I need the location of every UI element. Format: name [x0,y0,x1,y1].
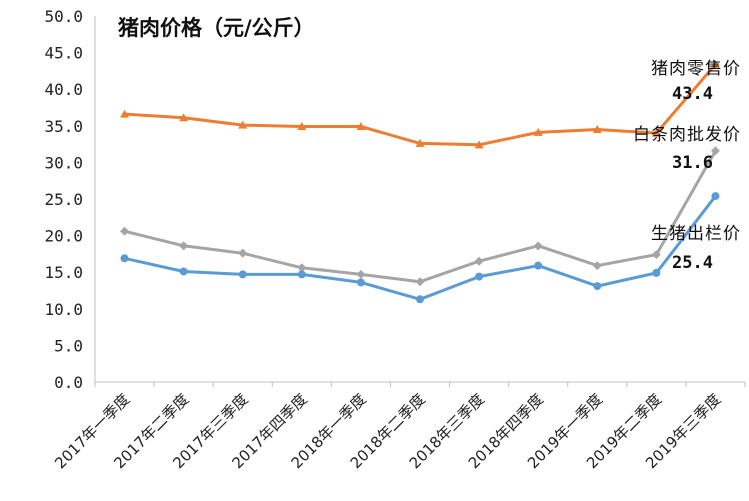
data-point [238,120,248,129]
end-value-wholesale: 31.6 [672,153,713,173]
data-point [534,261,543,270]
y-tick-label: 5.0 [54,336,83,355]
data-point [533,127,543,136]
data-point [415,277,425,287]
y-tick-label: 25.0 [44,190,83,209]
data-point [592,261,602,271]
data-point [120,254,129,263]
data-point [120,109,130,118]
data-point [179,241,189,251]
y-tick-label: 0.0 [54,373,83,392]
data-point [474,256,484,266]
y-tick-label: 10.0 [44,300,83,319]
data-point [533,241,543,251]
data-point [297,263,307,273]
data-point [120,226,130,236]
data-point [651,250,661,260]
y-tick-label: 35.0 [44,117,83,136]
data-point [592,124,602,133]
series-markers [120,59,720,304]
data-point [179,113,189,122]
data-point [179,267,188,276]
y-tick-label: 30.0 [44,153,83,172]
y-tick-label: 50.0 [44,7,83,26]
data-point [593,282,602,291]
data-point [356,269,366,279]
legend-retail: 猪肉零售价 43.4 [651,59,741,104]
y-tick-label: 40.0 [44,80,83,99]
data-point [297,122,307,131]
series-label-live-hog: 生猪出栏价 [651,224,741,244]
data-point [710,146,720,156]
y-tick-label: 45.0 [44,44,83,63]
y-axis-ticks: 0.0 5.0 10.0 15.0 20.0 25.0 30.0 35.0 40.0 45.0 50… [44,7,83,392]
y-tick-label: 20.0 [44,227,83,246]
legend-live-hog: 生猪出栏价 25.4 [651,224,741,273]
data-point [651,128,661,137]
series-label-wholesale: 白条肉批发价 [633,125,741,145]
data-point [652,268,661,277]
data-point [475,272,484,281]
data-point [710,59,720,68]
series-label-retail: 猪肉零售价 [651,59,741,79]
data-point [238,270,247,279]
end-value-live-hog: 25.4 [672,253,713,273]
end-value-retail: 43.4 [672,84,713,104]
chart-title: 猪肉价格（元/公斤） [117,16,315,40]
axes [94,16,745,383]
data-point [416,295,424,304]
y-tick-label: 15.0 [44,263,83,282]
data-point [711,192,720,201]
legend-wholesale: 白条肉批发价 31.6 [633,125,741,173]
data-point [356,278,365,287]
data-point [356,122,366,131]
data-point [297,270,306,279]
data-point [415,138,425,147]
data-point [474,140,484,149]
data-point [238,248,248,258]
